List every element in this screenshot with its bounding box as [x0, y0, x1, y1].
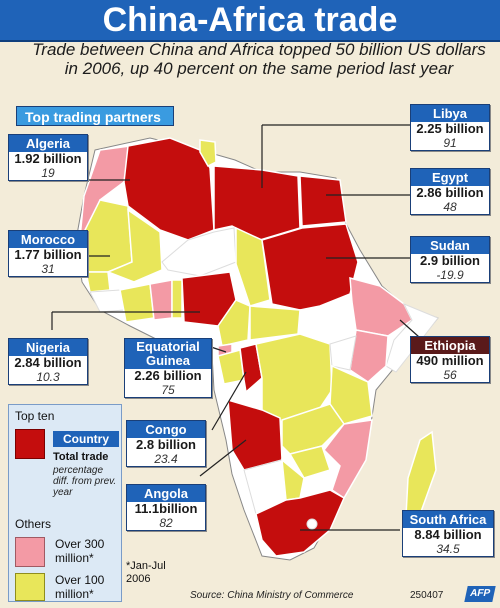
callout-change: 19: [41, 166, 55, 180]
callout-value: 2.9 billion: [420, 253, 480, 268]
legend-swatch-over-300m: [15, 537, 45, 567]
page-title: China-Africa trade: [102, 1, 398, 39]
country-south-africa: [255, 489, 345, 557]
callout-change: 23.4: [154, 452, 178, 466]
callout-name: Algeria: [9, 135, 87, 152]
callout-name: Congo: [127, 421, 205, 438]
country-lesotho: [306, 518, 318, 530]
legend-over300-label: Over 300 million*: [55, 537, 105, 565]
callout-name: Nigeria: [9, 339, 87, 356]
callout-value: 2.8 billion: [136, 437, 196, 452]
country-cameroon: [217, 299, 251, 347]
callout-name: Ethiopia: [411, 337, 489, 354]
callout-sudan: Sudan 2.9 billion -19.9: [410, 236, 490, 283]
callout-value: 2.26 billion: [134, 368, 202, 383]
legend-country-label: Country: [53, 431, 119, 447]
country-congo: [239, 343, 263, 394]
legend-swatch-over-100m: [15, 573, 45, 601]
legend-others-label: Others: [15, 517, 52, 531]
legend-over100-label: Over 100 million*: [55, 573, 105, 601]
country-uganda: [329, 335, 357, 371]
legend-swatch-top-ten: [15, 429, 45, 459]
callout-value: 2.84 billion: [14, 355, 82, 370]
top-partners-label: Top trading partners: [16, 106, 174, 126]
callout-algeria: Algeria 1.92 billion 19: [8, 134, 88, 181]
country-ethiopia: [349, 277, 413, 337]
callout-egypt: Egypt 2.86 billion 48: [410, 168, 490, 215]
legend-total-label: Total trade: [53, 451, 109, 463]
graphic-code: 250407: [410, 590, 444, 601]
callout-change: 31: [41, 262, 55, 276]
country-niger: [161, 227, 237, 277]
country-madagascar: [405, 430, 437, 521]
country-ghana: [149, 279, 173, 321]
footnote: *Jan-Jul 2006: [126, 560, 166, 585]
country-mali: [105, 208, 163, 283]
country-sudan: [261, 223, 359, 311]
callout-value: 11.1billion: [134, 501, 198, 516]
page-subtitle: Trade between China and Africa topped 50…: [32, 40, 486, 78]
callout-name: Equatorial Guinea: [125, 339, 211, 369]
callout-name: Egypt: [411, 169, 489, 186]
callout-name: South Africa: [403, 511, 493, 528]
country-algeria: [123, 137, 215, 241]
callout-morocco: Morocco 1.77 billion 31: [8, 230, 88, 277]
callout-equatorial-guinea: Equatorial Guinea 2.26 billion 75: [124, 338, 212, 398]
country-zimbabwe: [288, 445, 331, 479]
country-car: [249, 305, 301, 341]
legend-title: Top ten: [15, 409, 55, 423]
callout-congo: Congo 2.8 billion 23.4: [126, 420, 206, 467]
country-chad: [235, 226, 271, 307]
country-benin: [171, 279, 183, 319]
callout-value: 2.86 billion: [416, 185, 484, 200]
callout-angola: Angola 11.1billion 82: [126, 484, 206, 531]
source-credit: Source: China Ministry of Commerce: [190, 590, 354, 601]
callout-change: 56: [443, 368, 457, 382]
country-tunisia: [199, 139, 217, 167]
callout-libya: Libya 2.25 billion 91: [410, 104, 490, 151]
callout-value: 490 million: [416, 353, 484, 368]
legend: Top ten Country Total trade percentage d…: [8, 404, 122, 602]
country-tanzania: [329, 364, 373, 425]
callout-change: -19.9: [436, 268, 464, 282]
callout-value: 1.92 billion: [14, 151, 82, 166]
callout-value: 8.84 billion: [414, 527, 482, 542]
title-bar: [0, 0, 500, 42]
callout-name: Angola: [127, 485, 205, 502]
country-cote-divoire: [119, 283, 155, 323]
afp-logo: AFP: [464, 586, 496, 602]
legend-pct-label: percentage diff. from prev. year: [53, 465, 117, 498]
callout-change: 34.5: [436, 542, 460, 556]
callout-nigeria: Nigeria 2.84 billion 10.3: [8, 338, 88, 385]
callout-value: 1.77 billion: [14, 247, 82, 262]
callout-name: Libya: [411, 105, 489, 122]
callout-ethiopia: Ethiopia 490 million 56: [410, 336, 490, 383]
callout-change: 48: [443, 200, 457, 214]
callout-name: Sudan: [411, 237, 489, 254]
callout-value: 2.25 billion: [416, 121, 484, 136]
country-senegal: [85, 271, 111, 293]
country-guinea: [89, 289, 125, 313]
callout-change: 91: [443, 136, 457, 150]
callout-name: Morocco: [9, 231, 87, 248]
callout-south-africa: South Africa 8.84 billion 34.5: [402, 510, 494, 557]
callout-change: 82: [159, 516, 173, 530]
country-egypt: [299, 175, 347, 227]
callout-change: 10.3: [36, 370, 60, 384]
callout-change: 75: [161, 383, 175, 397]
